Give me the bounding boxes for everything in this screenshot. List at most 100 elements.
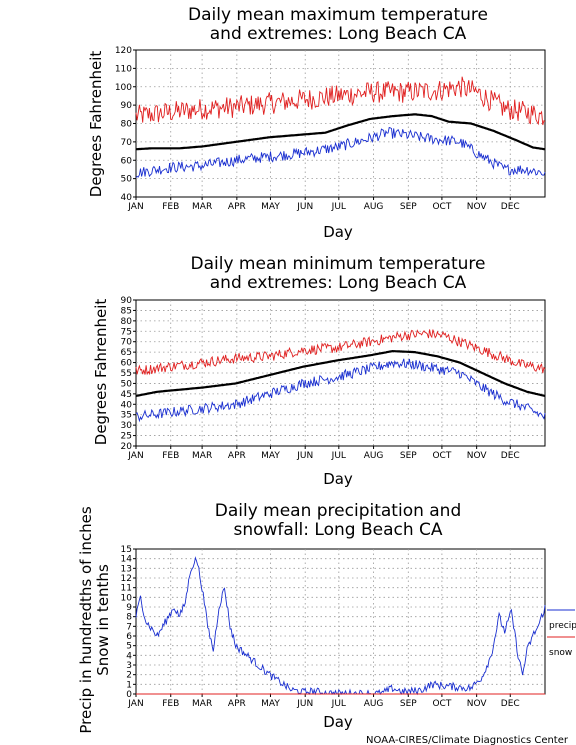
x-tick-label: JUN [296,451,313,461]
x-axis-label: Day [323,713,353,731]
x-tick-label: MAR [192,451,212,461]
chart-title-line1: Daily mean minimum temperature [191,254,486,274]
min-temperature-panel: Daily mean minimum temperature and extre… [92,254,546,488]
y-tick-label: 8 [126,613,132,623]
x-tick-label: JAN [127,699,143,709]
x-tick-label: JUL [331,202,346,212]
y-tick-label: 2 [126,671,132,681]
x-tick-label: FEB [162,202,179,212]
x-tick-label: DEC [501,451,520,461]
y-tick-label: 110 [115,64,132,74]
y-tick-label: 45 [121,390,132,400]
x-tick-label: DEC [501,202,520,212]
chart-title-line1: Daily mean maximum temperature [188,5,488,25]
y-tick-label: 40 [121,400,133,410]
x-tick-label: SEP [400,451,417,461]
x-tick-label: NOV [467,451,488,461]
max-temperature-panel: Daily mean maximum temperature and extre… [87,5,546,241]
y-tick-label: 40 [121,193,133,203]
y-tick-label: 90 [121,296,133,306]
series-line-mean [135,349,546,397]
plot-area: 40 50 60 70 80 90 100 110 120 JAN FEB MAR APR MAY JUN J… [115,46,546,212]
y-tick-label: 100 [115,83,132,93]
y-tick-label: 75 [121,327,132,337]
y-tick-label: 90 [121,101,133,111]
x-tick-label: FEB [162,451,179,461]
y-tick-label: 70 [121,138,133,148]
chart-title-line2: and extremes: Long Beach CA [210,24,467,44]
x-tick-label: OCT [432,451,451,461]
x-tick-label: NOV [467,202,488,212]
x-tick-label: MAY [261,699,280,709]
x-tick-label: SEP [400,699,417,709]
x-axis-label: Day [323,470,353,488]
y-axis-label: Degrees Fahrenheit [92,299,110,446]
y-axis-label-line2: Snow in tenths [94,564,112,676]
legend: precip snow [547,609,576,658]
y-tick-label: 1 [126,680,132,690]
series-line-extreme-low [135,126,546,178]
y-tick-label: 4 [126,651,132,661]
y-tick-label: 60 [121,156,133,166]
x-tick-label: MAY [261,451,280,461]
x-tick-label: MAR [192,699,212,709]
series-line-mean [136,113,546,151]
chart-title-line1: Daily mean precipitation and [215,501,462,521]
x-tick-label: SEP [400,202,417,212]
x-tick-label: JUL [331,699,346,709]
y-tick-label: 80 [121,317,133,327]
chart-title-line2: and extremes: Long Beach CA [210,273,467,293]
x-tick-label: APR [228,202,246,212]
x-tick-label: JUN [296,202,313,212]
series-line-extreme-high [135,76,546,126]
x-tick-label: MAR [192,202,212,212]
y-tick-label: 11 [121,584,132,594]
x-tick-label: FEB [162,699,179,709]
series-line-extreme-high [135,329,546,376]
x-tick-label: JAN [127,451,143,461]
x-axis-label: Day [323,223,353,241]
chart-title-line2: snowfall: Long Beach CA [233,520,442,540]
x-tick-label: JUN [296,699,313,709]
x-tick-label: DEC [501,699,520,709]
y-tick-label: 25 [121,432,132,442]
y-tick-label: 9 [126,603,132,613]
y-tick-label: 60 [121,359,133,369]
y-tick-label: 6 [126,632,132,642]
x-tick-label: AUG [364,202,384,212]
y-tick-label: 13 [121,564,132,574]
y-tick-label: 120 [115,46,132,56]
y-axis-label: Degrees Fahrenheit [87,51,105,198]
plot-frame [135,548,546,695]
y-tick-label: 14 [121,555,133,565]
y-tick-label: 0 [126,690,132,700]
legend-label-snow: snow [549,648,572,658]
y-axis-label-line1: Precip in hundredths of inches [77,506,95,733]
x-tick-label: NOV [467,699,488,709]
x-tick-label: OCT [432,699,451,709]
series-line-extreme-low [135,358,546,423]
series-line-precip [135,556,546,696]
y-tick-label: 10 [121,593,133,603]
y-tick-label: 5 [126,642,132,652]
precipitation-panel: Daily mean precipitation and snowfall: L… [77,501,576,734]
y-tick-label: 7 [126,622,132,632]
x-tick-label: APR [228,451,246,461]
y-tick-label: 3 [126,661,132,671]
y-tick-label: 80 [121,120,133,130]
y-tick-label: 35 [121,411,132,421]
y-tick-label: 15 [121,545,132,555]
x-tick-label: AUG [364,699,384,709]
legend-label-precip: precip [549,621,576,631]
y-tick-label: 50 [121,379,133,389]
x-tick-label: AUG [364,451,384,461]
x-tick-label: APR [228,699,246,709]
y-tick-label: 85 [121,306,132,316]
y-tick-label: 70 [121,338,133,348]
y-tick-label: 50 [121,175,133,185]
x-tick-label: JUL [331,451,346,461]
y-tick-label: 12 [121,574,132,584]
